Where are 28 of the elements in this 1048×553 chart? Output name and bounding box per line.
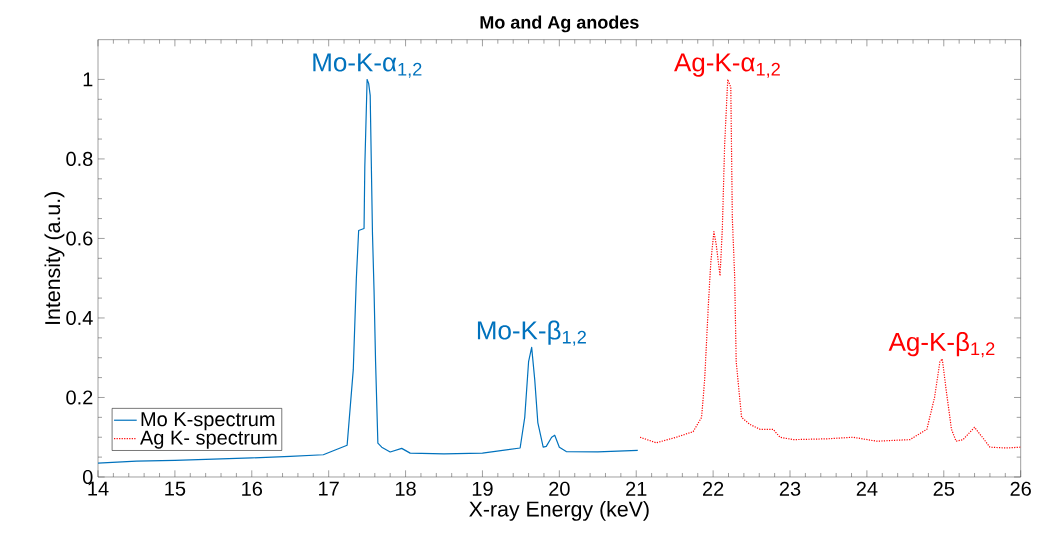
line-series [639, 78, 1021, 449]
x-tick-label: 20 [549, 481, 570, 496]
x-tick-label: 19 [472, 481, 493, 496]
x-tick-label: 25 [933, 481, 955, 496]
annotation: Mo-K-α$_{1,2}$ [313, 53, 422, 78]
x-tick-label: 24 [856, 481, 878, 496]
x-tick-label: 21 [626, 481, 647, 496]
x-tick-label: 16 [242, 481, 263, 496]
legend-label: Mo K-spectrum [141, 412, 275, 431]
x-tick-label: 17 [319, 481, 339, 496]
y-tick-label: 0.6 [66, 231, 93, 246]
y-tick-label: 1 [83, 72, 93, 87]
legend-label: Ag K- spectrum [140, 430, 277, 449]
chart-title: Mo and Ag anodes [480, 15, 639, 33]
y-axis-title: Intensity (a.u.) [44, 192, 65, 324]
x-tick-label: 26 [1010, 481, 1031, 496]
x-tick-label: 15 [165, 481, 186, 496]
annotation: Ag-K-α$_{1,2}$ [674, 53, 780, 78]
y-tick-label: 0.4 [66, 310, 93, 326]
annotation: Mo-K-β$_{1,2}$ [477, 320, 586, 346]
x-axis-title: X-ray Energy (keV) [469, 500, 649, 521]
y-tick-label: 0.8 [66, 151, 93, 167]
line-series [98, 78, 639, 464]
y-tick-label: 0.2 [66, 390, 93, 405]
annotation: Ag-K-β$_{1,2}$ [888, 332, 995, 358]
x-tick-label: 22 [703, 481, 724, 496]
x-tick-label: 18 [395, 481, 416, 496]
x-tick-label: 23 [779, 481, 801, 496]
